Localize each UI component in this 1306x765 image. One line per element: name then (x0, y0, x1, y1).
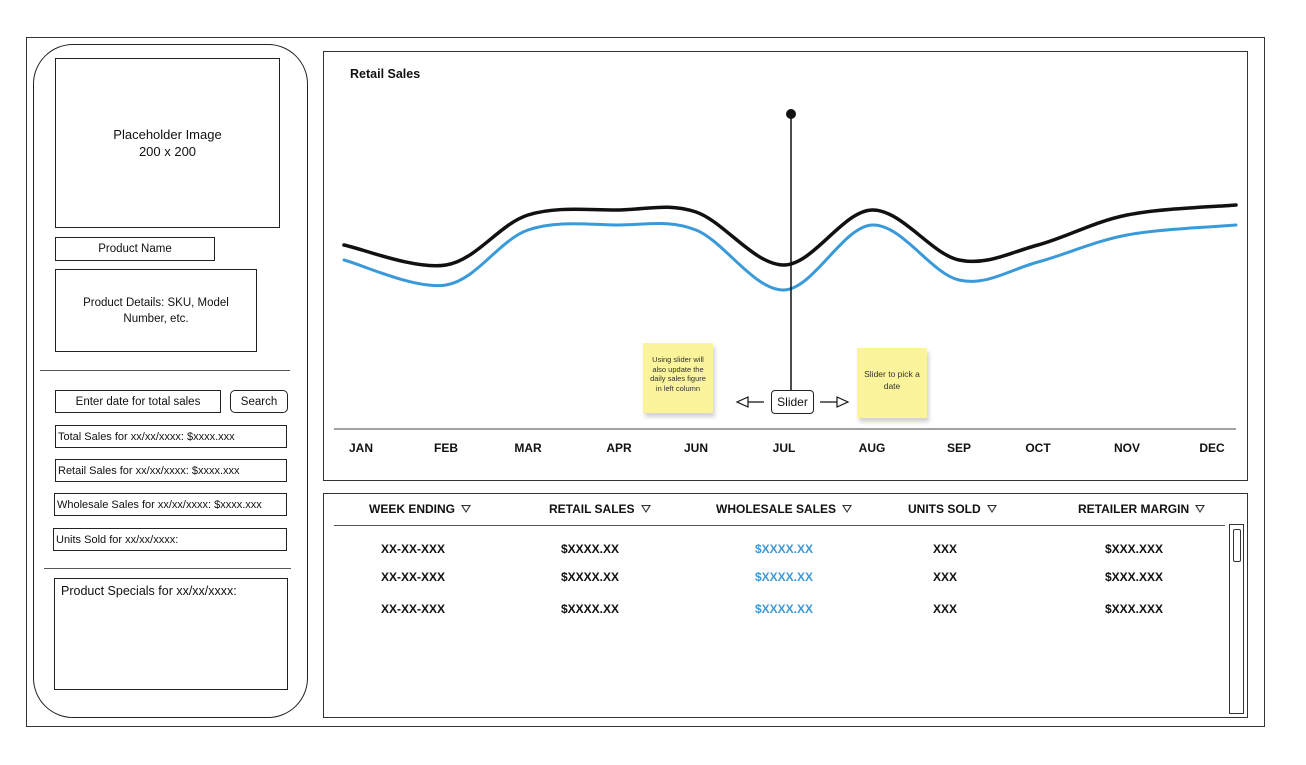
month-label-apr: APR (606, 441, 632, 455)
table-cell-retail-sales: $XXXX.XX (560, 570, 620, 584)
column-header-units-sold[interactable]: UNITS SOLD (908, 502, 997, 516)
month-label-jan: JAN (348, 441, 373, 455)
column-header-label: RETAIL SALES (549, 502, 635, 516)
month-label-aug: AUG (858, 441, 886, 455)
table-cell-week-ending: XX-XX-XXX (380, 602, 446, 616)
slider-handle-knob[interactable] (786, 109, 796, 119)
series-layer (342, 203, 1238, 292)
month-label-nov: NOV (1113, 441, 1140, 455)
table-cell-retailer-margin: $XXX.XXX (1104, 570, 1164, 584)
table-cell-retail-sales: $XXXX.XX (560, 602, 620, 616)
month-label-jun: JUN (683, 441, 708, 455)
wholesale-sales-field: Wholesale Sales for xx/xx/xxxx: $xxxx.xx… (54, 493, 287, 516)
sort-triangle-icon[interactable] (461, 505, 472, 513)
column-header-retailer-margin[interactable]: RETAILER MARGIN (1078, 502, 1206, 516)
sales-table-panel (323, 493, 1248, 718)
slider-label[interactable]: Slider (771, 390, 814, 414)
table-cell-wholesale-sales[interactable]: $XXXX.XX (754, 570, 814, 584)
date-input[interactable]: Enter date for total sales (55, 390, 221, 413)
units-sold-field: Units Sold for xx/xx/xxxx: (53, 528, 287, 551)
table-scrollbar-thumb[interactable] (1233, 529, 1241, 562)
sort-triangle-icon[interactable] (1195, 505, 1206, 513)
table-cell-units-sold: XXX (932, 542, 957, 556)
app-frame (26, 37, 1265, 727)
product-image-placeholder: Placeholder Image 200 x 200 (55, 58, 280, 228)
sidebar-divider (44, 568, 291, 569)
sidebar-divider (40, 370, 290, 371)
table-scrollbar[interactable] (1229, 524, 1244, 714)
month-label-oct: OCT (1025, 441, 1051, 455)
column-header-wholesale-sales[interactable]: WHOLESALE SALES (716, 502, 853, 516)
product-specials-box: Product Specials for xx/xx/xxxx: (54, 578, 288, 690)
month-label-feb: FEB (434, 441, 458, 455)
table-cell-wholesale-sales[interactable]: $XXXX.XX (754, 602, 814, 616)
month-label-mar: MAR (514, 441, 542, 455)
slider-right-arrow-icon[interactable] (836, 396, 850, 408)
series-line-1 (342, 203, 1238, 268)
month-label-dec: DEC (1199, 441, 1225, 455)
table-cell-retailer-margin: $XXX.XXX (1104, 602, 1164, 616)
product-name: Product Name (55, 237, 215, 261)
table-cell-retail-sales: $XXXX.XX (560, 542, 620, 556)
column-header-week-ending[interactable]: WEEK ENDING (369, 502, 472, 516)
product-sidebar (33, 44, 308, 718)
sort-triangle-icon[interactable] (842, 505, 853, 513)
column-header-label: RETAILER MARGIN (1078, 502, 1190, 516)
column-header-label: WHOLESALE SALES (716, 502, 837, 516)
sort-triangle-icon[interactable] (986, 505, 997, 513)
table-cell-units-sold: XXX (932, 570, 957, 584)
column-header-label: UNITS SOLD (908, 502, 981, 516)
sort-triangle-icon[interactable] (640, 505, 651, 513)
column-header-label: WEEK ENDING (369, 502, 456, 516)
chart-panel (323, 51, 1248, 481)
search-button[interactable]: Search (230, 390, 288, 413)
table-cell-week-ending: XX-XX-XXX (380, 570, 446, 584)
month-label-sep: SEP (946, 441, 971, 455)
product-details: Product Details: SKU, Model Number, etc. (55, 269, 257, 352)
total-sales-field: Total Sales for xx/xx/xxxx: $xxxx.xxx (55, 425, 287, 448)
image-placeholder-label: Placeholder Image (113, 127, 222, 142)
series-line-2 (342, 221, 1238, 292)
sticky-note-slider-update: Using slider will also update the daily … (643, 343, 713, 413)
table-cell-week-ending: XX-XX-XXX (380, 542, 446, 556)
month-label-jul: JUL (772, 441, 796, 455)
sticky-note-slider-pick: Slider to pick a date (857, 348, 927, 418)
slider-left-arrow-icon[interactable] (735, 396, 749, 408)
column-header-retail-sales[interactable]: RETAIL SALES (549, 502, 651, 516)
chart-title: Retail Sales (350, 67, 421, 81)
table-cell-wholesale-sales[interactable]: $XXXX.XX (754, 542, 814, 556)
table-cell-units-sold: XXX (932, 602, 957, 616)
table-header-divider (334, 525, 1225, 526)
retail-sales-field: Retail Sales for xx/xx/xxxx: $xxxx.xxx (55, 459, 287, 482)
table-cell-retailer-margin: $XXX.XXX (1104, 542, 1164, 556)
image-placeholder-size: 200 x 200 (138, 144, 197, 159)
